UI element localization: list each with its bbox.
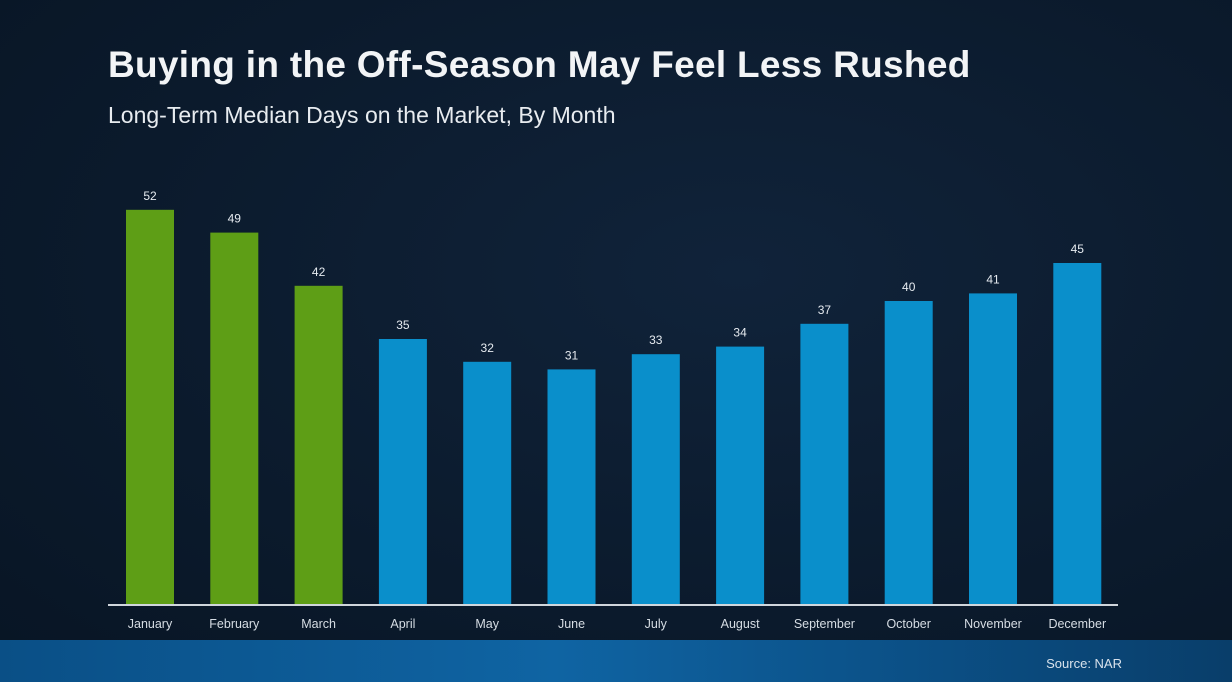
bar-april — [378, 339, 427, 605]
x-tick-label: October — [886, 617, 930, 631]
data-label: 34 — [733, 326, 747, 340]
x-tick-label: September — [794, 617, 855, 631]
data-label: 52 — [143, 189, 157, 203]
bar-january — [126, 209, 174, 606]
bar-september — [800, 323, 849, 605]
bar-november — [969, 293, 1017, 605]
x-tick-label: March — [301, 617, 336, 631]
bar-august — [716, 346, 765, 605]
bar-march — [294, 285, 343, 605]
x-tick-label: June — [558, 617, 585, 631]
data-label: 41 — [986, 272, 1000, 286]
chart-title: Buying in the Off-Season May Feel Less R… — [108, 44, 971, 85]
bar-may — [463, 361, 512, 605]
bar-july — [631, 354, 680, 605]
x-tick-label: August — [721, 617, 760, 631]
data-label: 40 — [902, 280, 916, 294]
bar-june — [547, 369, 596, 605]
data-label: 32 — [481, 341, 495, 355]
bar-chart: 52 January 49 February 42 March 35 April 32 May 31… — [108, 189, 1118, 631]
data-label: 42 — [312, 265, 326, 279]
x-tick-label: July — [645, 617, 668, 631]
data-label: 49 — [228, 212, 242, 226]
footer-band: Source: NAR — [0, 640, 1232, 682]
data-label: 31 — [565, 348, 579, 362]
x-tick-label: April — [390, 617, 415, 631]
x-tick-label: May — [475, 617, 499, 631]
x-tick-label: February — [209, 617, 260, 631]
x-tick-label: December — [1048, 617, 1106, 631]
chart-subtitle: Long-Term Median Days on the Market, By … — [108, 102, 616, 128]
bar-february — [210, 232, 259, 605]
bar-december — [1053, 263, 1102, 605]
data-label: 33 — [649, 333, 663, 347]
x-tick-label: January — [128, 617, 173, 631]
bar-october — [884, 301, 933, 605]
data-label: 45 — [1071, 242, 1085, 256]
source-note: Source: NAR — [1046, 656, 1122, 671]
data-label: 35 — [396, 318, 410, 332]
data-label: 37 — [818, 303, 832, 317]
x-tick-label: November — [964, 617, 1022, 631]
